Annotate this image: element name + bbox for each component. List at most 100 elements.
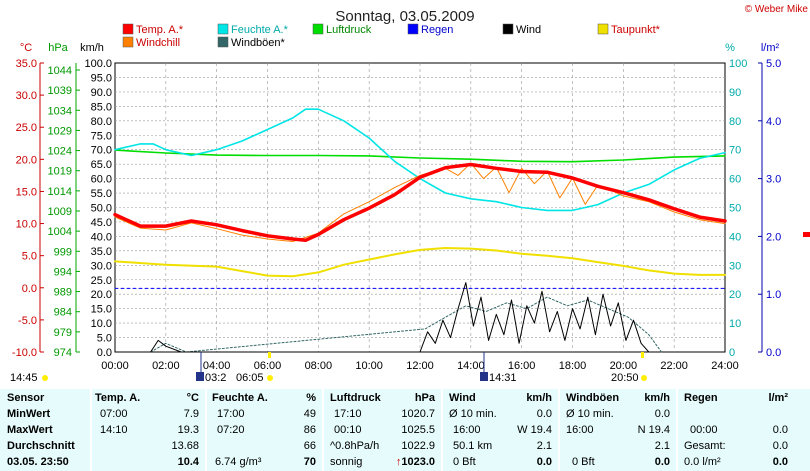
legend-label: Feuchte A.* <box>231 24 289 36</box>
legend-label: Wind <box>516 24 541 36</box>
temp-tick-label: 25.0 <box>16 122 37 134</box>
luftdruck-min-value: 1020.7 <box>401 408 435 420</box>
wind-distance: 50.1 km <box>453 440 493 452</box>
temp-tick-label: -10.0 <box>12 347 37 359</box>
regen-total-label: Gesamt: <box>684 440 726 452</box>
minwert-label: MinWert <box>7 408 51 420</box>
temp-min-time: 07:00 <box>100 408 128 420</box>
time-tick-label: 04:00 <box>203 360 231 372</box>
copyright: © Weber Mike <box>745 4 809 15</box>
wind-avg10-value: 0.0 <box>536 408 552 420</box>
kmh-tick-label: 15.0 <box>91 304 112 316</box>
legend-swatch <box>217 23 229 35</box>
sun-icon <box>42 375 48 381</box>
temp-tick-label: 35.0 <box>16 58 37 70</box>
wind-current-value: 0.0 <box>536 456 552 468</box>
chart-title: Sonntag, 03.05.2009 <box>335 8 474 25</box>
humidity-tick-label: 60 <box>729 174 741 186</box>
temp-tick-label: -5.0 <box>18 315 37 327</box>
regen-max-time: 00:00 <box>690 424 718 436</box>
wind-beaufort: 0 Bft <box>453 456 476 468</box>
legend-label: Luftdruck <box>326 24 372 36</box>
temp-current-value: 10.4 <box>177 456 199 468</box>
sun-icon <box>267 375 273 381</box>
temp-tick-label: 5.0 <box>22 251 37 263</box>
luftdruck-unit: hPa <box>414 392 435 404</box>
luftdruck-header: Luftdruck <box>330 392 381 404</box>
kmh-tick-label: 30.0 <box>91 260 112 272</box>
hpa-tick-label: 994 <box>54 266 72 278</box>
feuchte-max-value: 86 <box>303 424 316 436</box>
windboeen-beaufort: 0 Bft <box>572 456 595 468</box>
hpa-tick-label: 979 <box>54 327 72 339</box>
regen-max-value: 0.0 <box>772 424 788 436</box>
moon-icon <box>480 372 488 381</box>
regen-rate: 0.0 l/m² <box>684 456 721 468</box>
temp-tick-label: 10.0 <box>16 219 37 231</box>
temp-max-time: 14:10 <box>100 424 128 436</box>
rising-arrow-icon: ↑ <box>395 456 402 468</box>
rain-tick-label: 5.0 <box>766 58 781 70</box>
temp-tick-label: 20.0 <box>16 154 37 166</box>
series-temp-a <box>113 162 727 243</box>
hpa-tick-label: 1004 <box>48 226 72 238</box>
humidity-tick-label: 30 <box>729 260 741 272</box>
windboeen-column: Windböen km/h Ø 10 min. 0.0 16:00 N 19.4… <box>560 389 676 471</box>
temp-min-value: 7.9 <box>183 408 199 420</box>
regen-current-value: 0.0 <box>772 456 788 468</box>
windboeen-avg-label: Ø 10 min. <box>566 408 614 420</box>
feuchte-unit: % <box>306 392 316 404</box>
legend-swatch <box>122 23 134 35</box>
luftdruck-max-value: 1025.5 <box>401 424 435 436</box>
series-taupunkt <box>114 247 726 278</box>
maxwert-label: MaxWert <box>7 424 53 436</box>
kmh-tick-label: 95.0 <box>91 72 112 84</box>
time-tick-label: 08:00 <box>305 360 333 372</box>
temp-header: Temp. A. <box>95 392 141 404</box>
kmh-tick-label: 85.0 <box>91 101 112 113</box>
temp-unit: °C <box>186 392 199 404</box>
wind-column: Wind km/h Ø 10 min. 0.0 16:00 W 19.4 50.… <box>443 389 558 471</box>
humidity-tick-label: 100 <box>729 58 747 70</box>
legend-swatch <box>217 36 229 48</box>
regen-header: Regen <box>684 392 718 404</box>
legend-label: Windchill <box>136 37 180 49</box>
series-wind <box>114 282 650 353</box>
hpa-tick-label: 1019 <box>48 166 72 178</box>
wind-header: Wind <box>449 392 476 404</box>
regen-column: Regen l/m² 00:00 0.0 Gesamt: 0.0 0.0 l/m… <box>678 389 810 471</box>
humidity-axis-unit: % <box>725 42 735 54</box>
regen-total-value: 0.0 <box>772 440 788 452</box>
rain-tick-label: 3.0 <box>766 174 781 186</box>
wind-avg-value: 2.1 <box>536 440 552 452</box>
time-tick-label: 14:00 <box>457 360 485 372</box>
luftdruck-column: Luftdruck hPa 17:10 1020.7 00:10 1025.5 … <box>324 389 441 471</box>
humidity-tick-label: 40 <box>729 231 741 243</box>
temp-avg-value: 13.68 <box>171 440 199 452</box>
hpa-tick-label: 974 <box>54 347 72 359</box>
sunset-time: 20:50 <box>611 372 639 384</box>
time-tick-label: 18:00 <box>559 360 587 372</box>
sun-icon <box>641 375 647 381</box>
moon-time: 14:31 <box>489 372 517 384</box>
humidity-tick-label: 20 <box>729 289 741 301</box>
time-tick-label: 02:00 <box>152 360 180 372</box>
sunrise-icon <box>196 372 204 381</box>
kmh-tick-label: 80.0 <box>91 116 112 128</box>
feuchte-current-value: 70 <box>303 456 316 468</box>
hpa-axis-unit: hPa <box>48 42 68 54</box>
feuchte-min-time: 17:00 <box>217 408 245 420</box>
rain-tick-label: 4.0 <box>766 116 781 128</box>
kmh-tick-label: 50.0 <box>91 203 112 215</box>
windboeen-current-value: 0.0 <box>654 456 670 468</box>
windboeen-max-time: 16:00 <box>566 424 594 436</box>
humidity-tick-label: 10 <box>729 318 741 330</box>
regen-unit: l/m² <box>768 392 788 404</box>
stats-table: Sensor MinWert MaxWert Durchschnitt 03.0… <box>0 389 810 471</box>
time-tick-label: 12:00 <box>406 360 434 372</box>
temp-tick-label: 15.0 <box>16 186 37 198</box>
windboeen-max-value: N 19.4 <box>637 424 670 436</box>
temp-tick-label: 30.0 <box>16 90 37 102</box>
wind-unit: km/h <box>526 392 552 404</box>
rain-tick-label: 1.0 <box>766 289 781 301</box>
